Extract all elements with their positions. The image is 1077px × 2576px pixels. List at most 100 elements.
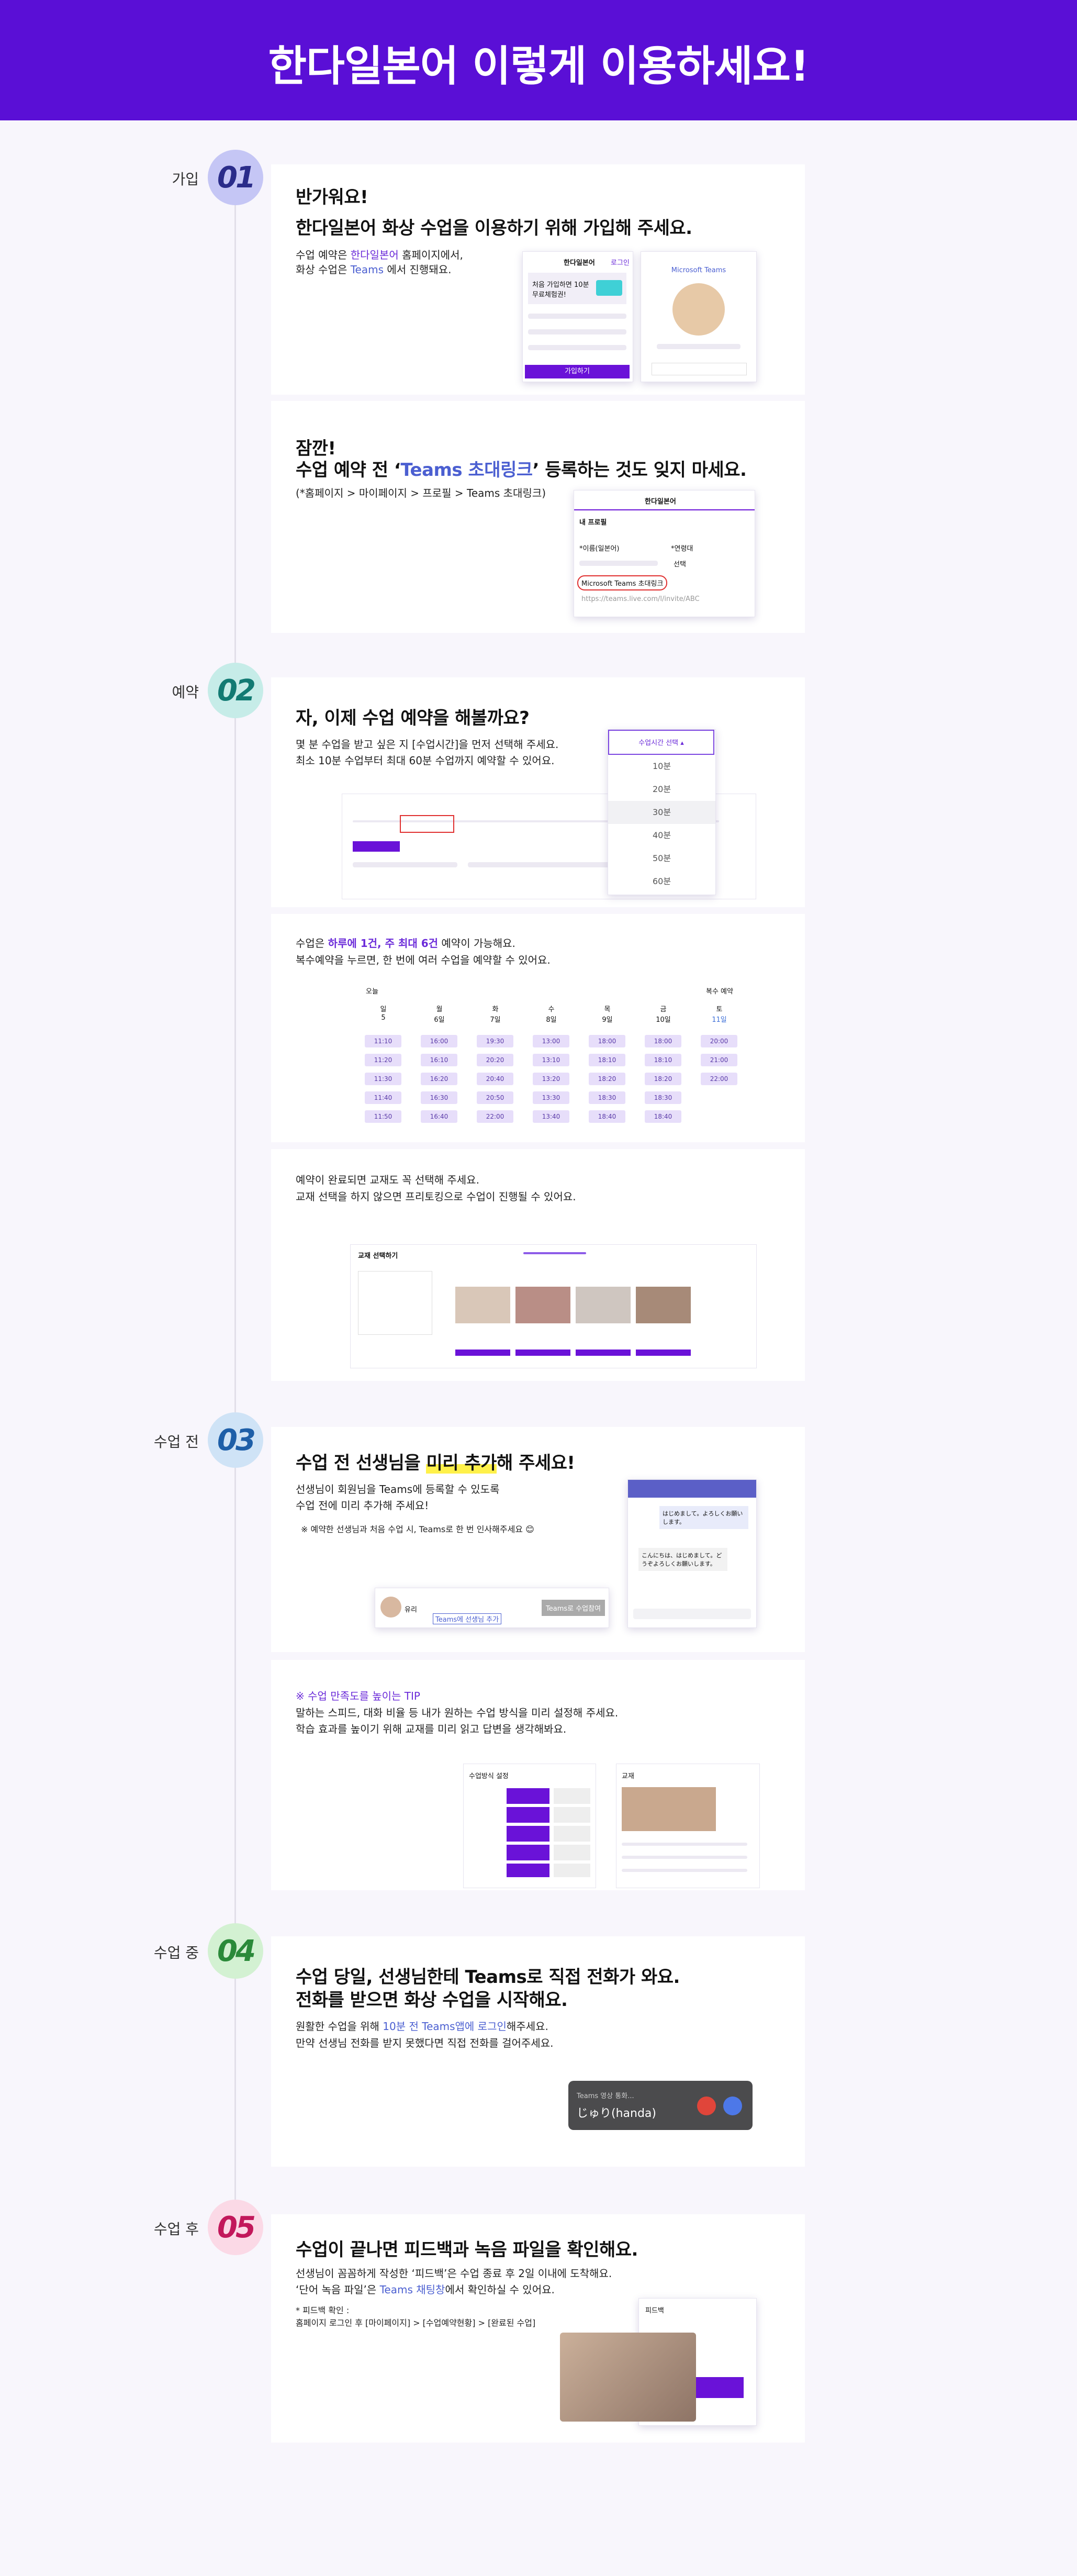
time-slot[interactable]: 18:00 xyxy=(645,1035,681,1047)
time-slot[interactable]: 11:10 xyxy=(365,1035,401,1047)
thumb xyxy=(576,1287,631,1323)
option[interactable]: 40분 xyxy=(652,830,671,840)
tip-title: ※ 수업 만족도를 높이는 TIP xyxy=(296,1690,420,1702)
photo xyxy=(622,1787,716,1831)
mock-title: 교재 선택하기 xyxy=(358,1252,398,1260)
step-badge: 05 xyxy=(208,2200,263,2255)
add-teacher[interactable]: Teams에 선생님 추가 xyxy=(433,1613,502,1624)
multi-toggle[interactable]: 복수 예약 xyxy=(706,988,733,996)
time-slot[interactable]: 18:10 xyxy=(589,1054,625,1066)
day-date: 7일 xyxy=(490,1016,501,1024)
decline-button[interactable] xyxy=(697,2097,716,2115)
option[interactable]: 30분 xyxy=(608,801,715,824)
option[interactable]: 20분 xyxy=(652,784,671,794)
text: 해주세요. xyxy=(506,2020,548,2033)
time-slot[interactable]: 18:40 xyxy=(645,1110,681,1123)
join-button[interactable]: Teams로 수업참여 xyxy=(542,1600,605,1616)
time-slot[interactable]: 21:00 xyxy=(701,1054,737,1066)
time-slot[interactable]: 11:40 xyxy=(365,1091,401,1104)
text: 최소 10분 수업부터 최대 60분 수업까지 예약할 수 있어요. xyxy=(296,754,555,767)
today[interactable]: 오늘 xyxy=(366,988,378,996)
day-name: 화 xyxy=(492,1006,499,1013)
dropdown-label[interactable]: 수업시간 선택 ▴ xyxy=(608,730,714,755)
time-slot[interactable]: 18:40 xyxy=(589,1110,625,1123)
time-slot[interactable]: 18:00 xyxy=(589,1035,625,1047)
time-slot[interactable]: 13:10 xyxy=(533,1054,569,1066)
heading: 수업 예약 전 ‘Teams 초대링크’ 등록하는 것도 잊지 마세요. xyxy=(296,459,747,482)
time-slot[interactable]: 13:00 xyxy=(533,1035,569,1047)
time-slot[interactable]: 13:30 xyxy=(533,1091,569,1104)
chat-mock: はじめまして。よろしくお願いします。 こんにちは、はじめまして。どうぞよろしくお… xyxy=(627,1479,757,1628)
time-slot[interactable]: 16:00 xyxy=(421,1035,457,1047)
day-name: 토 xyxy=(716,1006,723,1013)
time-slot[interactable]: 16:40 xyxy=(421,1110,457,1123)
input xyxy=(652,363,747,375)
text: 원활한 수업을 위해 xyxy=(296,2020,383,2033)
time-slot[interactable]: 16:10 xyxy=(421,1054,457,1066)
highlight: Teams 초대링크 xyxy=(400,460,533,481)
day-date: 8일 xyxy=(546,1016,557,1024)
time-slot[interactable]: 18:10 xyxy=(645,1054,681,1066)
time-slot[interactable]: 16:20 xyxy=(421,1073,457,1085)
highlight: 10분 전 Teams앱에 로그인 xyxy=(383,2020,507,2033)
heading: 수업 당일, 선생님한테 Teams로 직접 전화가 와요. xyxy=(296,1967,680,1988)
time-slot[interactable]: 19:30 xyxy=(477,1035,513,1047)
signup-button[interactable]: 가입하기 xyxy=(525,365,630,378)
day-date: 9일 xyxy=(602,1016,613,1024)
step-label: 수업 후 xyxy=(153,2221,199,2238)
heading: 수업이 끝나면 피드백과 녹음 파일을 확인해요. xyxy=(296,2239,638,2260)
text: 예약이 완료되면 교재도 꼭 선택해 주세요. xyxy=(296,1174,479,1186)
step-label: 예약 xyxy=(172,684,199,701)
time-slot[interactable]: 20:20 xyxy=(477,1054,513,1066)
call-mock: Teams 영상 통화... じゅり(handa) xyxy=(568,2081,753,2130)
accept-button[interactable] xyxy=(723,2097,742,2115)
banner-text: 처음 가입하면 10분 무료체험권! xyxy=(532,281,589,299)
text: 학습 효과를 높이기 위해 교재를 미리 읽고 답변을 생각해봐요. xyxy=(296,1723,567,1735)
card xyxy=(271,914,805,1142)
mock-title: 교재 xyxy=(622,1772,634,1780)
text: ’ 등록하는 것도 잊지 마세요. xyxy=(532,460,747,481)
time-slot[interactable]: 13:20 xyxy=(533,1073,569,1085)
caller: じゅり(handa) xyxy=(577,2107,656,2120)
highlight: Teams xyxy=(350,263,384,276)
option[interactable]: 60분 xyxy=(652,876,671,886)
step-badge: 01 xyxy=(208,150,263,205)
time-slot[interactable]: 18:30 xyxy=(645,1091,681,1104)
time-slot[interactable]: 20:50 xyxy=(477,1091,513,1104)
day-date: 5 xyxy=(381,1014,386,1022)
day-name: 수 xyxy=(548,1006,555,1013)
select: 선택 xyxy=(674,561,686,568)
option[interactable]: 10분 xyxy=(652,761,671,771)
note: 홈페이지 로그인 후 [마이페이지] > [수업예약현황] > [완료된 수업] xyxy=(296,2318,536,2328)
time-slot[interactable]: 16:30 xyxy=(421,1091,457,1104)
step-badge: 03 xyxy=(208,1412,263,1468)
time-slot[interactable]: 13:40 xyxy=(533,1110,569,1123)
tab: 내 프로필 xyxy=(579,519,607,527)
chat-bubble: はじめまして。よろしくお願いします。 xyxy=(659,1506,748,1529)
time-slot[interactable]: 20:40 xyxy=(477,1073,513,1085)
dropdown[interactable]: 수업시간 선택 ▴ 10분 20분 30분 40분 50분 60분 xyxy=(608,729,716,895)
time-slot[interactable]: 20:00 xyxy=(701,1035,737,1047)
time-slot[interactable]: 18:20 xyxy=(589,1073,625,1085)
text: 해 주세요! xyxy=(496,1453,575,1474)
text: 수업은 xyxy=(296,937,328,950)
avatar xyxy=(380,1597,401,1618)
text: 에서 진행돼요. xyxy=(384,263,452,276)
time-slot[interactable]: 11:20 xyxy=(365,1054,401,1066)
option[interactable]: 50분 xyxy=(652,853,671,863)
day-date: 11일 xyxy=(712,1016,727,1024)
time-slot[interactable]: 22:00 xyxy=(477,1110,513,1123)
text: 예약이 가능해요. xyxy=(438,937,515,950)
text: 원활한 수업을 위해 10분 전 Teams앱에 로그인해주세요. xyxy=(296,2018,548,2035)
time-slot[interactable]: 18:20 xyxy=(645,1073,681,1085)
time-slot[interactable]: 18:30 xyxy=(589,1091,625,1104)
day-name: 목 xyxy=(604,1006,611,1013)
time-slot[interactable]: 11:30 xyxy=(365,1073,401,1085)
chat-bubble: こんにちは、はじめまして。どうぞよろしくお願いします。 xyxy=(638,1548,727,1571)
text: 수업 전 선생님을 xyxy=(296,1453,427,1474)
heading: 자, 이제 수업 예약을 해볼까요? xyxy=(296,708,530,729)
time-slot[interactable]: 11:50 xyxy=(365,1110,401,1123)
link-label: Microsoft Teams 초대링크 xyxy=(577,575,668,590)
time-slot[interactable]: 22:00 xyxy=(701,1073,737,1085)
label: *이름(일본어) xyxy=(579,545,620,553)
